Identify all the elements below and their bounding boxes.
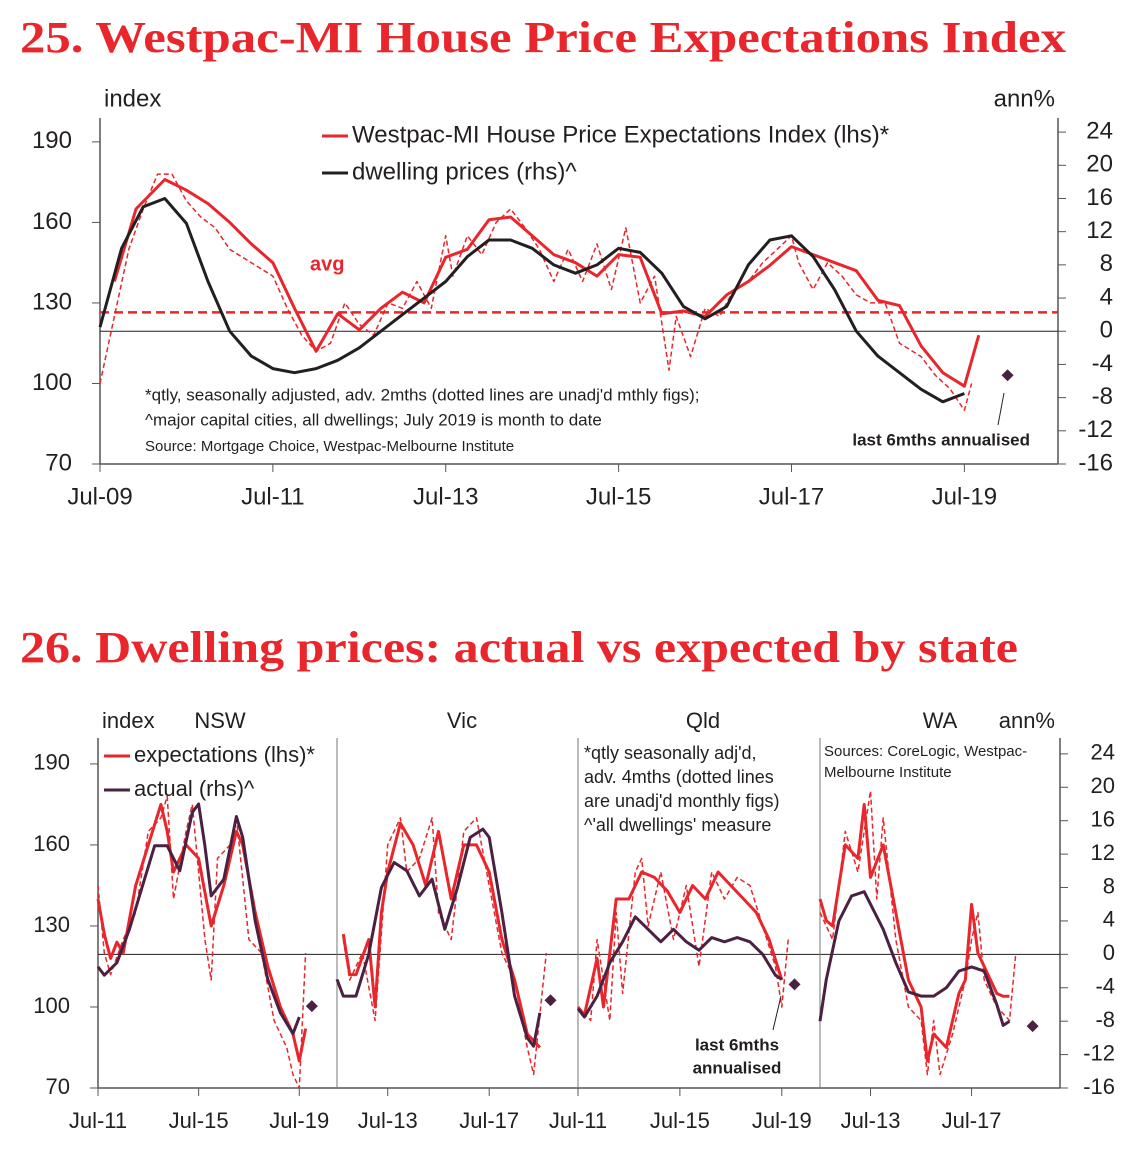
- chart-title: 26. Dwelling prices: actual vs expected …: [20, 623, 1018, 672]
- y2-tick-label: 12: [1091, 840, 1115, 865]
- y-tick-label: 190: [33, 750, 70, 775]
- y2-tick-label: 8: [1100, 250, 1113, 277]
- y-tick-label: 190: [32, 127, 72, 154]
- panel-title: Vic: [447, 708, 477, 733]
- x-tick-label: Jul-19: [752, 1108, 812, 1133]
- series-line: [818, 890, 1011, 1027]
- annotation-pointer: [772, 995, 782, 1031]
- y2-tick-label: -4: [1092, 350, 1113, 377]
- y2-tick-label: -12: [1078, 416, 1113, 443]
- y-axis-label: index: [104, 85, 161, 112]
- y2-tick-label: 24: [1086, 117, 1113, 144]
- x-tick-label: Jul-17: [459, 1108, 519, 1133]
- x-tick-label: Jul-11: [69, 1108, 127, 1133]
- note: adv. 4mths (dotted lines: [584, 767, 774, 787]
- x-tick-label: Jul-09: [67, 483, 132, 510]
- series-line: [335, 827, 542, 1048]
- note: ^major capital cities, all dwellings; Ju…: [145, 410, 602, 429]
- y2-tick-label: 20: [1086, 151, 1113, 178]
- source: Source: Mortgage Choice, Westpac-Melbour…: [145, 438, 514, 455]
- marker: [544, 994, 557, 1007]
- y2-axis-label: ann%: [999, 708, 1055, 733]
- x-tick-label: Jul-13: [841, 1108, 901, 1133]
- x-tick-label: Jul-19: [932, 483, 997, 510]
- series-line: [97, 795, 307, 1089]
- y2-tick-label: -16: [1078, 449, 1113, 476]
- y2-tick-label: -4: [1095, 974, 1115, 999]
- legend-label: Westpac-MI House Price Expectations Inde…: [352, 121, 889, 148]
- y2-tick-label: -16: [1083, 1074, 1115, 1099]
- y-tick-label: 100: [32, 369, 72, 396]
- y2-tick-label: 16: [1086, 184, 1113, 211]
- annotation-pointer: [997, 392, 1005, 426]
- series-line: [819, 790, 1017, 1076]
- note: *qtly seasonally adj'd,: [584, 743, 757, 763]
- marker: [1001, 369, 1014, 382]
- note: are unadj'd monthly figs): [584, 791, 780, 811]
- y2-tick-label: 20: [1091, 773, 1115, 798]
- x-tick-label: Jul-17: [942, 1108, 1002, 1133]
- panel-title: NSW: [194, 708, 246, 733]
- legend-label: actual (rhs)^: [134, 776, 255, 801]
- series-line: [576, 870, 784, 1017]
- y2-tick-label: -8: [1095, 1007, 1115, 1032]
- x-tick-label: Jul-15: [650, 1108, 710, 1133]
- marker: [788, 978, 801, 991]
- panel-title: WA: [923, 708, 958, 733]
- note: *qtly, seasonally adjusted, adv. 2mths (…: [145, 385, 699, 404]
- y-tick-label: 130: [33, 912, 70, 937]
- series-line: [576, 915, 783, 1019]
- y2-tick-label: 0: [1100, 317, 1113, 344]
- annotation: last 6mths annualised: [852, 430, 1030, 449]
- y-tick-label: 160: [33, 831, 70, 856]
- legend-label: dwelling prices (rhs)^: [352, 158, 577, 185]
- y2-tick-label: 24: [1091, 740, 1115, 765]
- series-line: [99, 173, 973, 412]
- y2-axis-label: ann%: [994, 85, 1055, 112]
- x-tick-label: Jul-11: [549, 1108, 607, 1133]
- x-tick-label: Jul-11: [241, 483, 305, 510]
- note: Melbourne Institute: [824, 764, 952, 781]
- y2-tick-label: 12: [1086, 217, 1113, 244]
- y2-tick-label: 8: [1103, 873, 1115, 898]
- y-tick-label: 130: [32, 288, 72, 315]
- y2-tick-label: 4: [1103, 907, 1115, 932]
- legend-label: expectations (lhs)*: [134, 742, 315, 767]
- panel-title: Qld: [686, 708, 720, 733]
- series-line: [98, 197, 965, 404]
- chart-title: 25. Westpac-MI House Price Expectations …: [20, 13, 1066, 62]
- reference-label: avg: [310, 253, 344, 275]
- x-tick-label: Jul-15: [169, 1108, 229, 1133]
- marker: [1026, 1020, 1039, 1033]
- y-tick-label: 70: [45, 449, 72, 476]
- series-line: [577, 857, 789, 1022]
- note: ^'all dwellings' measure: [584, 815, 771, 835]
- series-line: [818, 802, 1010, 1063]
- series-line: [96, 802, 308, 1063]
- series-line: [96, 802, 301, 1036]
- annotation: last 6mths: [695, 1035, 779, 1054]
- note: Sources: CoreLogic, Westpac-: [824, 743, 1027, 760]
- series-line: [112, 178, 981, 388]
- x-tick-label: Jul-17: [759, 483, 824, 510]
- y2-tick-label: -8: [1092, 383, 1113, 410]
- series-line: [342, 817, 548, 1076]
- marker: [305, 1000, 318, 1013]
- y2-tick-label: -12: [1083, 1040, 1115, 1065]
- x-tick-label: Jul-15: [586, 483, 651, 510]
- y2-tick-label: 16: [1091, 807, 1115, 832]
- y-tick-label: 100: [33, 993, 70, 1018]
- annotation: annualised: [693, 1058, 782, 1077]
- x-tick-label: Jul-13: [413, 483, 478, 510]
- y-axis-label: index: [102, 708, 155, 733]
- y-tick-label: 70: [46, 1074, 70, 1099]
- x-tick-label: Jul-13: [358, 1108, 418, 1133]
- y-tick-label: 160: [32, 208, 72, 235]
- x-tick-label: Jul-19: [269, 1108, 329, 1133]
- y2-tick-label: 4: [1100, 283, 1113, 310]
- y2-tick-label: 0: [1103, 940, 1115, 965]
